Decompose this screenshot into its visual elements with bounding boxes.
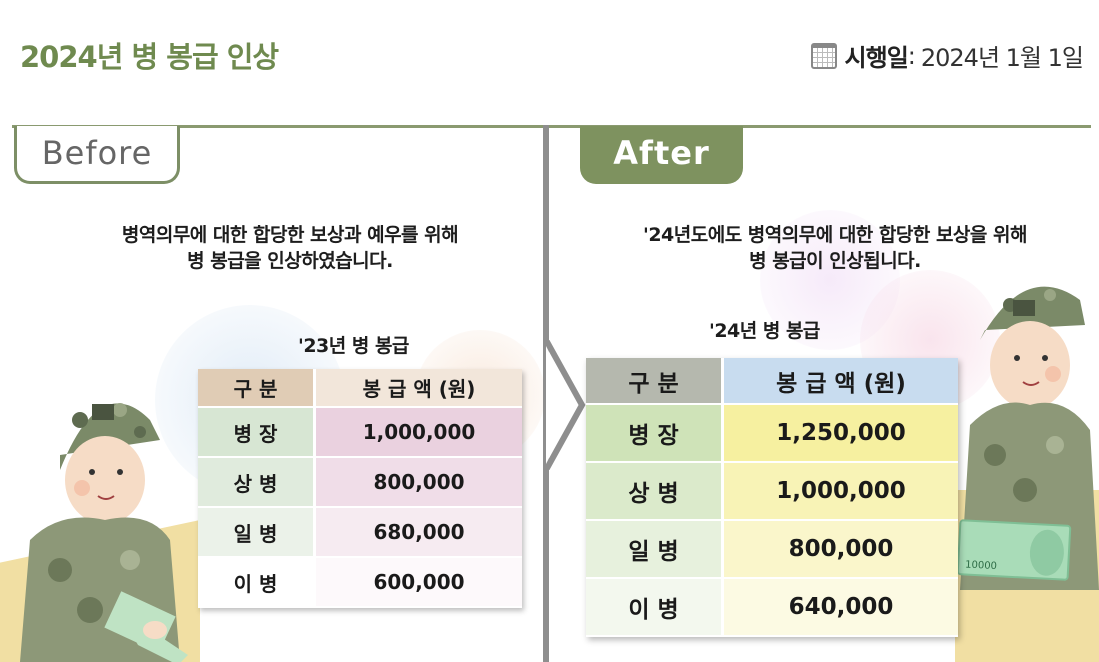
table-row: 상 병 800,000 — [198, 458, 522, 508]
table-row: 일 병 680,000 — [198, 508, 522, 558]
column-header-rank: 구 분 — [586, 358, 724, 405]
tab-before: Before — [14, 126, 180, 184]
table-header-row: 구 분 봉 급 액 (원) — [586, 358, 958, 405]
column-header-pay: 봉 급 액 (원) — [724, 358, 958, 405]
pay-cell: 1,000,000 — [316, 408, 522, 458]
pay-cell: 1,000,000 — [724, 463, 958, 521]
table-header-row: 구 분 봉 급 액 (원) — [198, 369, 522, 408]
effective-date: 시행일 : 2024년 1월 1일 — [810, 38, 1084, 73]
after-table-caption: '24년 병 봉급 — [709, 320, 820, 342]
table-row: 병 장 1,000,000 — [198, 408, 522, 458]
effective-date-value: 2024년 1월 1일 — [920, 44, 1084, 72]
rank-cell: 병 장 — [586, 405, 724, 463]
after-pay-table: 구 분 봉 급 액 (원) 병 장 1,250,000 상 병 1,000,00… — [586, 358, 958, 637]
calendar-icon — [810, 42, 837, 69]
rank-cell: 일 병 — [586, 521, 724, 579]
pay-cell: 800,000 — [316, 458, 522, 508]
rank-cell: 상 병 — [198, 458, 316, 508]
column-header-rank: 구 분 — [198, 369, 316, 408]
pay-cell: 600,000 — [316, 558, 522, 608]
pay-cell: 800,000 — [724, 521, 958, 579]
table-row: 상 병 1,000,000 — [586, 463, 958, 521]
banknote-label: 10000 — [964, 559, 998, 573]
table-row: 이 병 600,000 — [198, 558, 522, 608]
after-description: '24년도에도 병역의무에 대한 합당한 보상을 위해 병 봉급이 인상됩니다. — [643, 224, 1027, 272]
page-title: 2024년 병 봉급 인상 — [20, 40, 279, 74]
table-row: 일 병 800,000 — [586, 521, 958, 579]
before-table-caption: '23년 병 봉급 — [298, 335, 409, 357]
banknote-illustration: 10000 — [956, 519, 1072, 581]
soldier-illustration — [20, 403, 188, 662]
rank-cell: 일 병 — [198, 508, 316, 558]
rank-cell: 이 병 — [198, 558, 316, 608]
rank-cell: 병 장 — [198, 408, 316, 458]
pay-cell: 680,000 — [316, 508, 522, 558]
column-header-pay: 봉 급 액 (원) — [316, 369, 522, 408]
table-row: 이 병 640,000 — [586, 579, 958, 637]
effective-date-label: 시행일 — [844, 44, 909, 72]
table-row: 병 장 1,250,000 — [586, 405, 958, 463]
rank-cell: 이 병 — [586, 579, 724, 637]
effective-date-separator: : — [907, 41, 916, 70]
pay-cell: 1,250,000 — [724, 405, 958, 463]
tab-after: After — [580, 126, 743, 184]
before-pay-table: 구 분 봉 급 액 (원) 병 장 1,000,000 상 병 800,000 … — [198, 369, 522, 608]
pay-cell: 640,000 — [724, 579, 958, 637]
before-description: 병역의무에 대한 합당한 보상과 예우를 위해 병 봉급을 인상하였습니다. — [121, 224, 459, 272]
rank-cell: 상 병 — [586, 463, 724, 521]
top-rule — [12, 125, 1091, 128]
